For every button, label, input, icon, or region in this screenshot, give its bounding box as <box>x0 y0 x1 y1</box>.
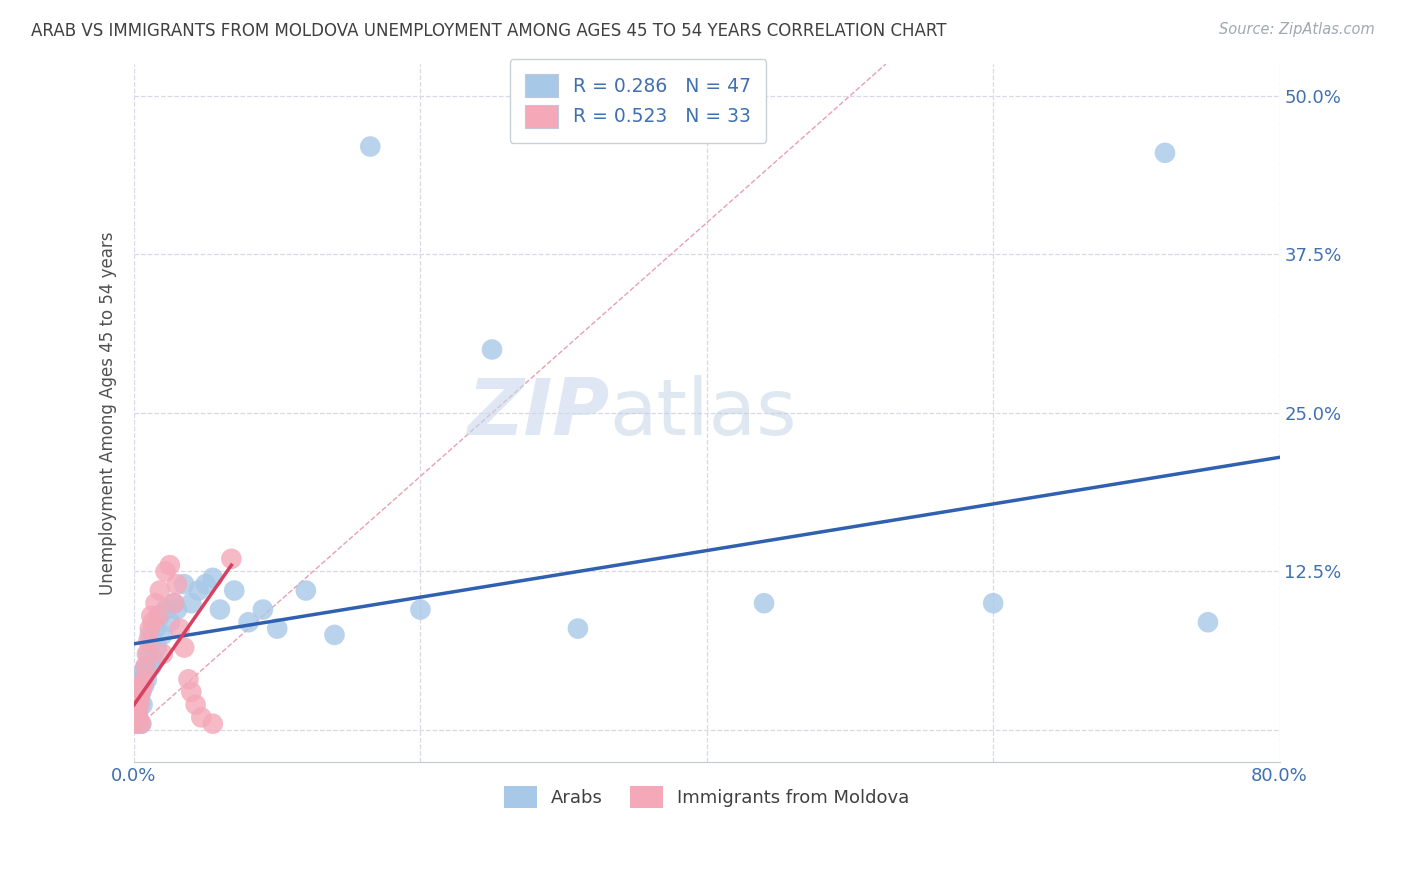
Point <box>129 685 152 699</box>
Point <box>142 634 165 648</box>
Point <box>138 647 160 661</box>
Point <box>132 673 155 687</box>
Point <box>159 558 181 573</box>
Point <box>180 685 202 699</box>
Point <box>146 640 169 655</box>
Point <box>134 659 156 673</box>
Point <box>134 659 156 673</box>
Point <box>180 596 202 610</box>
Point <box>145 622 167 636</box>
Point <box>132 679 155 693</box>
Point <box>409 602 432 616</box>
Point <box>148 608 170 623</box>
Point <box>208 602 231 616</box>
Point <box>567 622 589 636</box>
Point <box>125 710 148 724</box>
Point <box>141 608 163 623</box>
Point <box>166 602 188 616</box>
Point <box>135 647 157 661</box>
Point <box>141 659 163 673</box>
Point <box>295 583 318 598</box>
Text: atlas: atlas <box>609 375 797 451</box>
Point <box>190 710 212 724</box>
Point <box>323 628 346 642</box>
Point <box>138 634 160 648</box>
Point <box>238 615 260 630</box>
Point <box>149 608 172 623</box>
Point <box>145 596 167 610</box>
Point <box>173 640 195 655</box>
Point <box>125 685 148 699</box>
Point <box>124 698 146 712</box>
Point <box>131 679 153 693</box>
Point <box>166 577 188 591</box>
Point <box>173 577 195 591</box>
Point <box>155 602 177 616</box>
Point <box>177 673 200 687</box>
Text: Source: ZipAtlas.com: Source: ZipAtlas.com <box>1219 22 1375 37</box>
Point <box>131 665 153 680</box>
Point <box>128 673 150 687</box>
Point <box>184 698 207 712</box>
Point <box>1197 615 1219 630</box>
Point <box>201 716 224 731</box>
Point <box>142 615 165 630</box>
Point <box>163 596 186 610</box>
Point <box>124 716 146 731</box>
Point <box>129 716 152 731</box>
Point <box>131 698 153 712</box>
Point <box>125 685 148 699</box>
Point <box>127 716 149 731</box>
Point <box>1154 145 1177 160</box>
Point <box>127 704 149 718</box>
Text: ZIP: ZIP <box>467 375 609 451</box>
Point <box>124 698 146 712</box>
Point <box>152 628 174 642</box>
Point <box>125 704 148 718</box>
Point <box>149 583 172 598</box>
Point <box>359 139 381 153</box>
Point <box>155 565 177 579</box>
Y-axis label: Unemployment Among Ages 45 to 54 years: Unemployment Among Ages 45 to 54 years <box>100 231 117 595</box>
Point <box>127 710 149 724</box>
Legend: Arabs, Immigrants from Moldova: Arabs, Immigrants from Moldova <box>496 779 917 815</box>
Point <box>752 596 775 610</box>
Text: ARAB VS IMMIGRANTS FROM MOLDOVA UNEMPLOYMENT AMONG AGES 45 TO 54 YEARS CORRELATI: ARAB VS IMMIGRANTS FROM MOLDOVA UNEMPLOY… <box>31 22 946 40</box>
Point <box>224 583 246 598</box>
Point <box>128 691 150 706</box>
Point <box>201 571 224 585</box>
Point <box>481 343 503 357</box>
Point <box>221 551 243 566</box>
Point <box>129 685 152 699</box>
Point <box>194 577 217 591</box>
Point <box>981 596 1004 610</box>
Point <box>252 602 274 616</box>
Point <box>187 583 209 598</box>
Point <box>127 691 149 706</box>
Point <box>152 647 174 661</box>
Point <box>129 716 152 731</box>
Point <box>266 622 288 636</box>
Point <box>139 628 162 642</box>
Point <box>159 615 181 630</box>
Point <box>139 622 162 636</box>
Point <box>169 622 191 636</box>
Point <box>143 653 166 667</box>
Point <box>128 698 150 712</box>
Point <box>163 596 186 610</box>
Point <box>135 673 157 687</box>
